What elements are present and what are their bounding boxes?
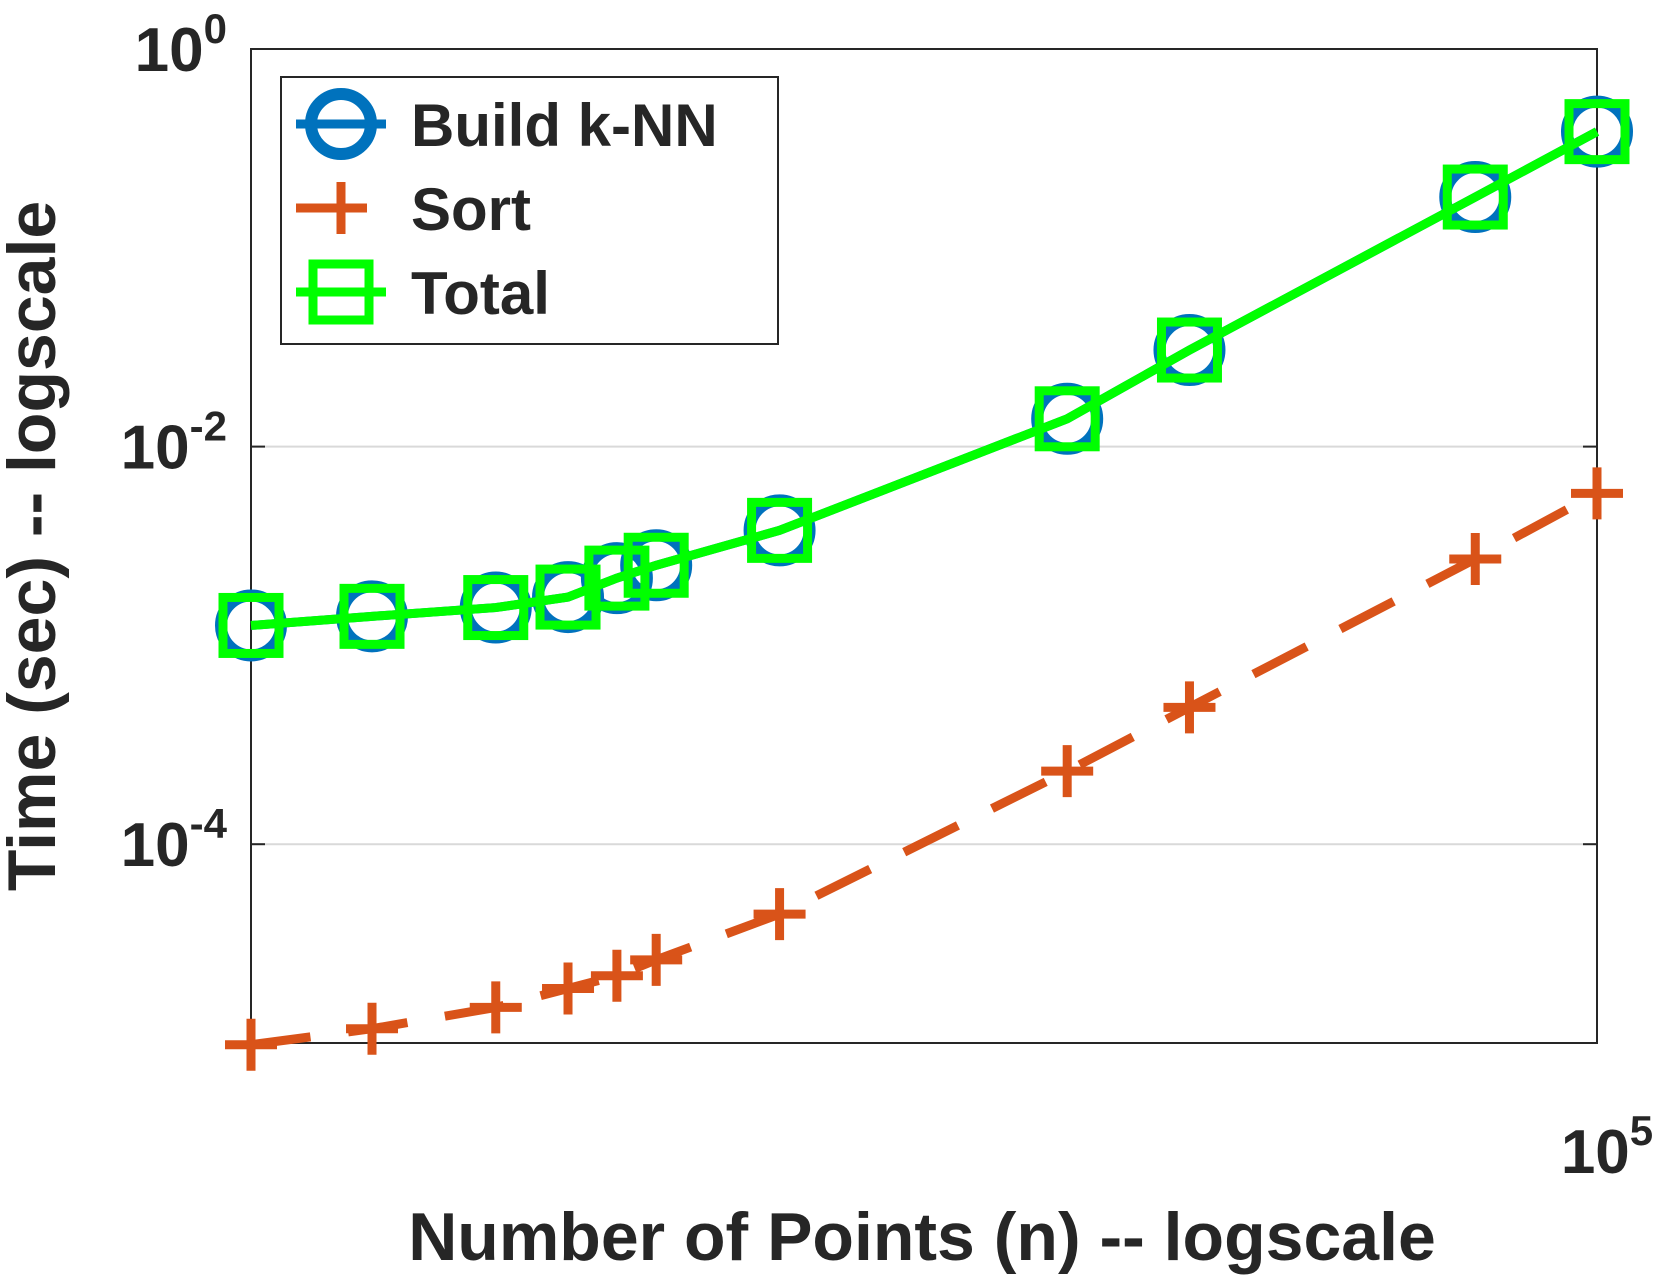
marker: [305, 88, 377, 160]
marker: [1156, 317, 1222, 383]
tick-base: 10: [121, 811, 190, 880]
marker: [308, 259, 374, 325]
marker: [753, 888, 806, 941]
marker: [1571, 467, 1623, 520]
tick-exponent: -4: [190, 800, 228, 847]
tick-label: 105: [1561, 1107, 1653, 1187]
marker: [584, 545, 650, 611]
marker: [346, 1002, 399, 1055]
marker: [747, 497, 813, 563]
y-axis-label: Time (sec) -- logscale: [0, 201, 70, 891]
marker: [218, 592, 284, 658]
legend-label: Sort: [411, 176, 531, 243]
tick-base: 10: [121, 414, 190, 483]
marker: [315, 182, 367, 234]
marker: [535, 564, 601, 630]
tick-label: 100: [135, 5, 227, 85]
plot-frame: [250, 48, 1598, 1044]
marker: [1041, 745, 1094, 798]
marker: [623, 532, 689, 598]
tick-exponent: -2: [190, 403, 227, 450]
tick-label: 10-2: [121, 403, 227, 483]
series-line: [250, 127, 1600, 630]
marker: [339, 583, 405, 649]
marker: [463, 575, 529, 641]
marker: [1442, 164, 1508, 230]
x-axis-label: Number of Points (n) -- logscale: [408, 1199, 1436, 1275]
tick-base: 10: [1561, 1118, 1630, 1187]
tick-base: 10: [135, 16, 204, 85]
marker: [590, 949, 643, 1002]
tick-exponent: 5: [1630, 1107, 1653, 1154]
legend-label: Total: [411, 260, 550, 327]
marker: [542, 962, 595, 1015]
marker: [1163, 681, 1216, 734]
tick-exponent: 0: [204, 5, 227, 52]
marker: [630, 933, 683, 986]
marker: [1034, 386, 1100, 452]
marker: [469, 981, 522, 1034]
marker: [225, 1018, 277, 1071]
tick-label: 10-4: [121, 800, 228, 880]
marker: [1564, 99, 1630, 165]
marker: [1449, 533, 1502, 586]
legend-label: Build k-NN: [411, 92, 718, 159]
